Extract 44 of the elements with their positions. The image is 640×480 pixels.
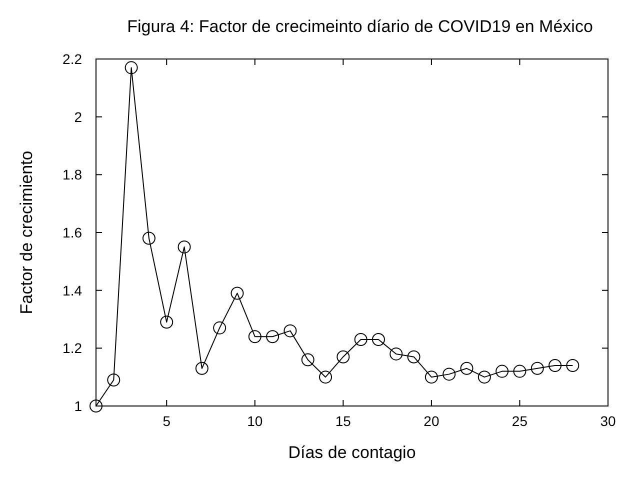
y-tick-label: 2.2 xyxy=(62,51,82,67)
y-axis-title: Factor de crecimiento xyxy=(17,150,36,314)
y-tick-label: 1.6 xyxy=(62,224,82,240)
y-tick-label: 1.4 xyxy=(62,282,82,298)
point xyxy=(195,362,208,375)
point xyxy=(460,362,474,375)
point xyxy=(372,332,385,346)
chart-title: Figura 4: Factor de crecimeinto díario de COVID19 en México xyxy=(127,17,593,36)
point xyxy=(424,370,438,384)
point xyxy=(530,362,544,375)
y-tick-label: 1.8 xyxy=(62,166,82,183)
point xyxy=(513,364,526,378)
point xyxy=(230,286,244,300)
point xyxy=(478,370,491,384)
point xyxy=(336,350,350,364)
x-tick-label: 10 xyxy=(247,413,263,429)
x-tick-label: 20 xyxy=(424,413,440,429)
point xyxy=(548,359,562,372)
point xyxy=(178,240,191,254)
point xyxy=(142,232,156,245)
point xyxy=(266,330,280,344)
y-tick-label: 1.2 xyxy=(62,340,82,356)
point xyxy=(319,370,332,384)
x-tick-label: 5 xyxy=(162,413,171,429)
y-tick-label: 1 xyxy=(74,398,82,414)
x-axis-title: Días de contagio xyxy=(288,443,416,462)
point xyxy=(90,400,102,412)
point xyxy=(248,330,262,344)
point xyxy=(390,347,403,360)
point xyxy=(442,368,456,381)
x-tick-label: 15 xyxy=(335,413,352,429)
y-tick-label: 2 xyxy=(74,108,82,125)
point xyxy=(354,332,368,346)
point xyxy=(124,61,138,74)
point xyxy=(566,359,580,372)
x-tick-label: 25 xyxy=(512,413,528,429)
point xyxy=(107,373,120,386)
point xyxy=(160,316,174,329)
point xyxy=(407,350,420,364)
point xyxy=(301,353,314,366)
point xyxy=(213,321,226,334)
point xyxy=(496,364,509,378)
x-tick-label: 30 xyxy=(600,413,616,429)
point xyxy=(284,324,297,338)
